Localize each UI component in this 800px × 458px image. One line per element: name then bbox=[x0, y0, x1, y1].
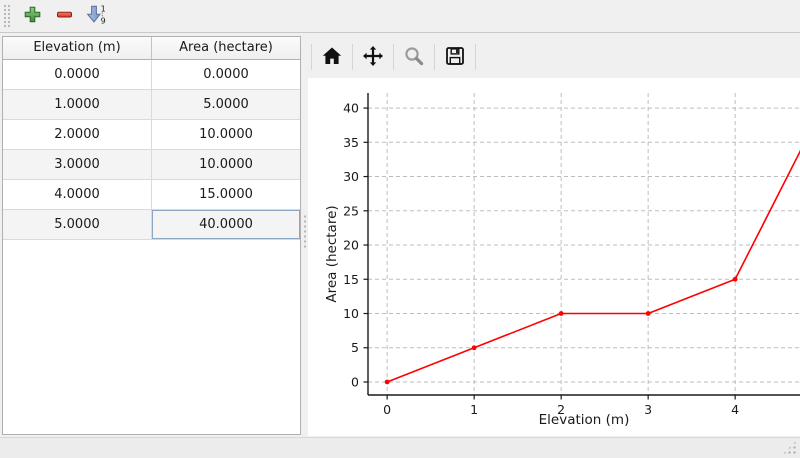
table-cell[interactable]: 0.0000 bbox=[151, 59, 300, 90]
pan-icon bbox=[362, 45, 384, 70]
data-point-marker bbox=[471, 345, 477, 351]
save-icon bbox=[444, 45, 466, 70]
data-point-marker bbox=[558, 311, 564, 316]
toolbar-separator bbox=[311, 44, 312, 70]
home-icon bbox=[321, 45, 343, 70]
table-row: 1.0000 5.0000 bbox=[3, 89, 300, 120]
table-row: 4.0000 15.0000 bbox=[3, 179, 300, 210]
table-cell[interactable]: 2.0000 bbox=[3, 119, 152, 150]
svg-text:1: 1 bbox=[100, 4, 105, 13]
column-header-elevation[interactable]: Elevation (m) bbox=[3, 37, 152, 60]
data-point-marker bbox=[645, 311, 651, 316]
y-axis-label: Area (hectare) bbox=[324, 205, 340, 303]
x-tick-label: 2 bbox=[557, 402, 565, 417]
data-line bbox=[386, 149, 800, 383]
add-icon bbox=[23, 5, 42, 27]
data-point-marker bbox=[732, 276, 738, 282]
resize-grip-icon[interactable] bbox=[782, 440, 797, 455]
table-cell[interactable]: 40.0000 bbox=[151, 209, 300, 240]
plot-navigation-toolbar bbox=[308, 36, 800, 78]
table-cell[interactable]: 3.0000 bbox=[3, 149, 152, 180]
table-cell[interactable]: 1.0000 bbox=[3, 89, 152, 120]
table-cell[interactable]: 4.0000 bbox=[3, 179, 152, 210]
main-toolbar: 1 9 bbox=[0, 0, 800, 33]
toolbar-separator bbox=[475, 44, 476, 70]
plot-save-button[interactable] bbox=[438, 41, 472, 73]
column-header-area[interactable]: Area (hectare) bbox=[151, 37, 300, 60]
y-tick-label: 0 bbox=[351, 374, 359, 389]
table-row: 3.0000 10.0000 bbox=[3, 149, 300, 180]
y-tick-label: 35 bbox=[343, 135, 359, 150]
toolbar-separator bbox=[434, 44, 435, 70]
x-axis-label: Elevation (m) bbox=[538, 412, 630, 428]
table-cell[interactable]: 0.0000 bbox=[3, 59, 152, 90]
elevation-area-table: Elevation (m) Area (hectare) 0.0000 0.000… bbox=[3, 37, 300, 240]
x-tick-label: 0 bbox=[383, 402, 391, 417]
table-cell[interactable]: 5.0000 bbox=[3, 209, 152, 240]
remove-icon bbox=[55, 5, 74, 27]
x-tick-label: 1 bbox=[470, 402, 478, 417]
plot-canvas[interactable]: 0123450510152025303540 Elevation (m) Are… bbox=[308, 78, 800, 436]
zoom-icon bbox=[403, 45, 425, 70]
y-tick-label: 30 bbox=[343, 169, 359, 184]
table-cell[interactable]: 5.0000 bbox=[151, 89, 300, 120]
plot-zoom-button[interactable] bbox=[397, 41, 431, 73]
data-point-marker bbox=[384, 379, 390, 385]
y-tick-label: 20 bbox=[343, 238, 359, 253]
splitter-grip-icon bbox=[303, 214, 307, 248]
y-tick-label: 15 bbox=[343, 272, 359, 287]
table-header-row: Elevation (m) Area (hectare) bbox=[3, 37, 300, 60]
y-tick-label: 40 bbox=[343, 101, 359, 116]
status-bar bbox=[0, 437, 800, 458]
remove-row-button[interactable] bbox=[50, 2, 78, 30]
toolbar-drag-handle[interactable] bbox=[3, 4, 10, 28]
x-tick-label: 3 bbox=[644, 402, 652, 417]
table-row: 0.0000 0.0000 bbox=[3, 59, 300, 90]
table-row: 5.0000 40.0000 bbox=[3, 209, 300, 240]
sort-button[interactable]: 1 9 bbox=[82, 2, 110, 30]
plot-home-button[interactable] bbox=[315, 41, 349, 73]
add-row-button[interactable] bbox=[18, 2, 46, 30]
svg-text:9: 9 bbox=[100, 16, 105, 25]
table-cell[interactable]: 10.0000 bbox=[151, 149, 300, 180]
elevation-area-table-panel: Elevation (m) Area (hectare) 0.0000 0.000… bbox=[2, 36, 301, 435]
line-chart: 0123450510152025303540 bbox=[343, 93, 800, 417]
sort-ascending-icon: 1 9 bbox=[86, 4, 107, 28]
x-tick-label: 4 bbox=[731, 402, 739, 417]
y-tick-label: 5 bbox=[351, 340, 359, 355]
plot-pan-button[interactable] bbox=[356, 41, 390, 73]
panel-splitter[interactable] bbox=[302, 36, 308, 435]
toolbar-separator bbox=[393, 44, 394, 70]
y-tick-label: 10 bbox=[343, 306, 359, 321]
toolbar-separator bbox=[352, 44, 353, 70]
table-cell[interactable]: 10.0000 bbox=[151, 119, 300, 150]
table-row: 2.0000 10.0000 bbox=[3, 119, 300, 150]
y-tick-label: 25 bbox=[343, 203, 359, 218]
table-cell[interactable]: 15.0000 bbox=[151, 179, 300, 210]
